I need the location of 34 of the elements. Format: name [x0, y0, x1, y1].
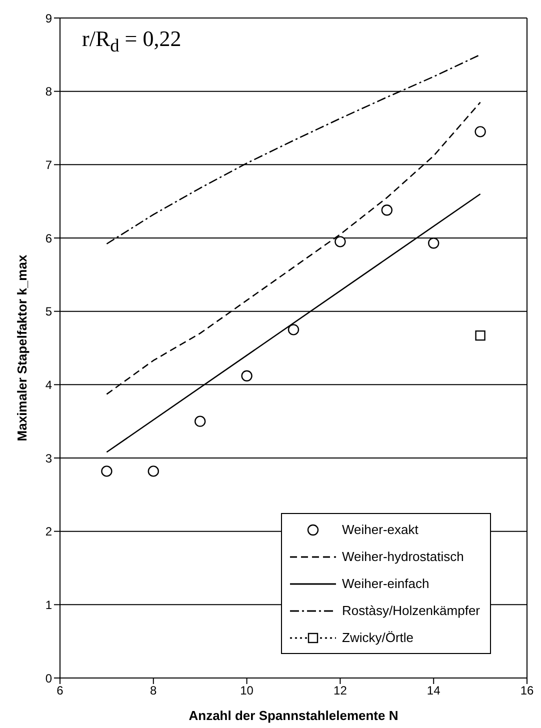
y-tick-label: 0 [45, 671, 52, 686]
y-tick-label: 2 [45, 524, 52, 539]
x-tick-label: 16 [520, 684, 534, 698]
legend-label: Rostàsy/Holzenkämpfer [342, 603, 480, 618]
point [194, 416, 206, 427]
x-tick-label: 12 [334, 684, 348, 698]
y-axis-title: Maximaler Stapelfaktor k_max [14, 254, 30, 442]
point [288, 324, 300, 336]
y-tick-label: 6 [45, 231, 52, 246]
y-tick-label: 9 [45, 11, 52, 26]
legend-label: Weiher-hydrostatisch [342, 549, 464, 564]
y-tick-label: 1 [45, 598, 52, 612]
point [428, 238, 440, 249]
point [381, 204, 392, 216]
point [148, 466, 159, 477]
x-tick-label: 8 [150, 684, 158, 698]
y-tick-label: 5 [45, 304, 52, 319]
point [101, 466, 112, 477]
x-tick-label: 6 [56, 684, 64, 698]
x-tick-label: 10 [240, 684, 254, 698]
point [474, 126, 486, 138]
legend-label: Weiher-exakt [342, 522, 418, 537]
y-tick-label: 7 [45, 158, 52, 172]
point [241, 370, 252, 382]
y-tick-label: 8 [45, 84, 52, 99]
y-tick-label: 4 [45, 378, 52, 392]
point [475, 330, 486, 341]
x-tick-label: 14 [426, 684, 441, 698]
y-tick-label: 3 [45, 451, 52, 466]
x-axis-title: Anzahl der Spannstahlelemente N [188, 708, 398, 723]
legend-label: Zwicky/Örtle [342, 630, 414, 645]
annotation: r/R$_{d}$ = 0,22 [82, 26, 182, 56]
point [334, 236, 346, 248]
legend-label: Weiher-einfach [342, 576, 430, 591]
